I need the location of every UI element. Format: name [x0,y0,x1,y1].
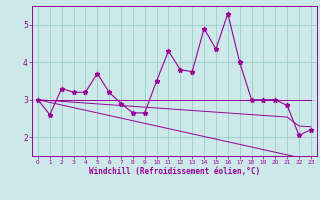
X-axis label: Windchill (Refroidissement éolien,°C): Windchill (Refroidissement éolien,°C) [89,167,260,176]
